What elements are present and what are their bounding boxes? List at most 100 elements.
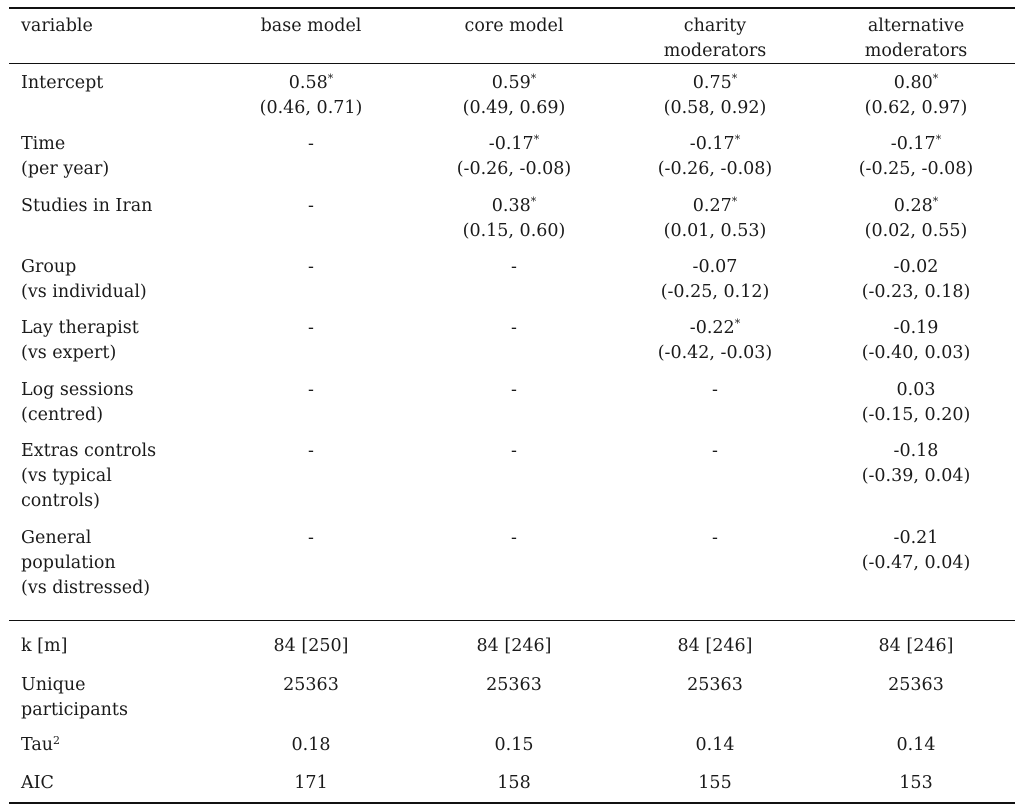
fit-label-2-line-1: Unique [21, 675, 86, 695]
coef-estimate: - [712, 380, 718, 400]
confidence-interval: (-0.23, 0.18) [861, 282, 971, 302]
coef-cell: 0.27* (0.01, 0.53) [613, 194, 817, 244]
coef-estimate: - [511, 257, 517, 277]
row-label-1-line-1: Intercept [21, 73, 104, 93]
fit-cell: 0.14 [613, 733, 817, 758]
confidence-interval: (-0.39, 0.04) [861, 466, 971, 486]
coef-estimate: 0.80* [893, 71, 939, 93]
coef-cell: 0.03 (-0.15, 0.20) [817, 378, 1015, 428]
coef-estimate: - [712, 441, 718, 461]
row-label-3-line-1: Studies in Iran [21, 196, 153, 216]
significance-star: * [731, 194, 738, 208]
coef-estimate: 0.28* [893, 194, 939, 216]
coef-estimate: -0.18 [893, 441, 939, 461]
fit-cell: 84 [246] [613, 634, 817, 659]
row-label-8-line-2: population [21, 553, 116, 573]
fit-label-4-line-1: AIC [21, 773, 54, 793]
header-column-2-line-1: core model [464, 16, 564, 36]
significance-star: * [327, 71, 334, 85]
coef-cell: - [415, 439, 613, 464]
fit-cell: 155 [613, 771, 817, 796]
header-column-1-line-1: base model [260, 16, 362, 36]
fit-value: 0.15 [494, 735, 534, 755]
fit-label-3: Tau2 [21, 733, 60, 758]
coef-estimate: - [308, 318, 314, 338]
coef-cell: - [415, 378, 613, 403]
coef-cell: -0.17* (-0.25, -0.08) [817, 132, 1015, 182]
fit-cell: 25363 [207, 673, 415, 698]
fit-cell: 25363 [415, 673, 613, 698]
coef-estimate: - [712, 528, 718, 548]
fit-label-3-line-1: Tau2 [21, 733, 61, 755]
header-variable-label: variable [21, 16, 93, 36]
fit-cell: 153 [817, 771, 1015, 796]
confidence-interval: (0.01, 0.53) [663, 221, 767, 241]
fit-value: 25363 [283, 675, 339, 695]
fit-cell: 84 [250] [207, 634, 415, 659]
coef-cell: -0.17* (-0.26, -0.08) [613, 132, 817, 182]
row-label-5-line-2: (vs expert) [21, 343, 117, 363]
coef-estimate: - [511, 441, 517, 461]
coef-cell: -0.07 (-0.25, 0.12) [613, 255, 817, 305]
row-label-8-line-3: (vs distressed) [21, 578, 151, 598]
confidence-interval: (0.62, 0.97) [864, 98, 968, 118]
confidence-interval: (-0.26, -0.08) [456, 159, 572, 179]
fit-cell: 25363 [613, 673, 817, 698]
significance-star: * [935, 132, 942, 146]
header-column-1: base model [207, 14, 415, 39]
coef-cell: -0.21 (-0.47, 0.04) [817, 526, 1015, 576]
fit-label-2: Unique participants [21, 673, 128, 723]
coef-estimate: 0.03 [896, 380, 936, 400]
results-table: variable base model core model charity moder… [9, 0, 1015, 811]
mid-rule [9, 620, 1015, 621]
fit-cell: 0.14 [817, 733, 1015, 758]
coef-estimate: -0.07 [692, 257, 738, 277]
row-label-2-line-2: (per year) [21, 159, 110, 179]
fit-value: 84 [246] [878, 636, 954, 656]
confidence-interval: (0.15, 0.60) [462, 221, 566, 241]
coef-cell: - [207, 132, 415, 157]
coef-estimate: 0.38* [491, 194, 537, 216]
superscript: 2 [53, 733, 61, 747]
row-label-8: General population (vs distressed) [21, 526, 150, 601]
coef-estimate: -0.17* [890, 132, 942, 154]
coef-cell: -0.18 (-0.39, 0.04) [817, 439, 1015, 489]
confidence-interval: (-0.40, 0.03) [861, 343, 971, 363]
coef-cell: 0.28* (0.02, 0.55) [817, 194, 1015, 244]
fit-value: 155 [698, 773, 732, 793]
confidence-interval: (-0.26, -0.08) [657, 159, 773, 179]
coef-estimate: 0.58* [288, 71, 334, 93]
coef-cell: 0.80* (0.62, 0.97) [817, 71, 1015, 121]
row-label-7-line-1: Extras controls [21, 441, 157, 461]
fit-cell: 84 [246] [817, 634, 1015, 659]
coef-cell: 0.59* (0.49, 0.69) [415, 71, 613, 121]
header-column-4-line-2: moderators [864, 41, 968, 61]
bottom-rule [9, 802, 1015, 804]
header-column-3-line-2: moderators [663, 41, 767, 61]
fit-cell: 84 [246] [415, 634, 613, 659]
confidence-interval: (0.46, 0.71) [259, 98, 363, 118]
coef-estimate: 0.59* [491, 71, 537, 93]
header-column-3-line-1: charity [683, 16, 747, 36]
fit-label-1: k [m] [21, 634, 67, 659]
coef-estimate: -0.21 [893, 528, 939, 548]
row-label-6: Log sessions (centred) [21, 378, 134, 428]
row-label-4-line-1: Group [21, 257, 77, 277]
coef-cell: - [207, 316, 415, 341]
coef-estimate: -0.17* [488, 132, 540, 154]
coef-cell: - [207, 255, 415, 280]
fit-value: 153 [899, 773, 933, 793]
row-label-6-line-1: Log sessions [21, 380, 134, 400]
fit-value: 171 [294, 773, 328, 793]
row-label-4-line-2: (vs individual) [21, 282, 147, 302]
coef-cell: - [415, 316, 613, 341]
coef-estimate: - [308, 257, 314, 277]
coef-estimate: - [511, 380, 517, 400]
fit-cell: 25363 [817, 673, 1015, 698]
significance-star: * [530, 194, 537, 208]
significance-star: * [932, 194, 939, 208]
row-label-1: Intercept [21, 71, 103, 96]
coef-cell: - [415, 526, 613, 551]
header-column-4-line-1: alternative [867, 16, 965, 36]
coef-cell: - [207, 194, 415, 219]
